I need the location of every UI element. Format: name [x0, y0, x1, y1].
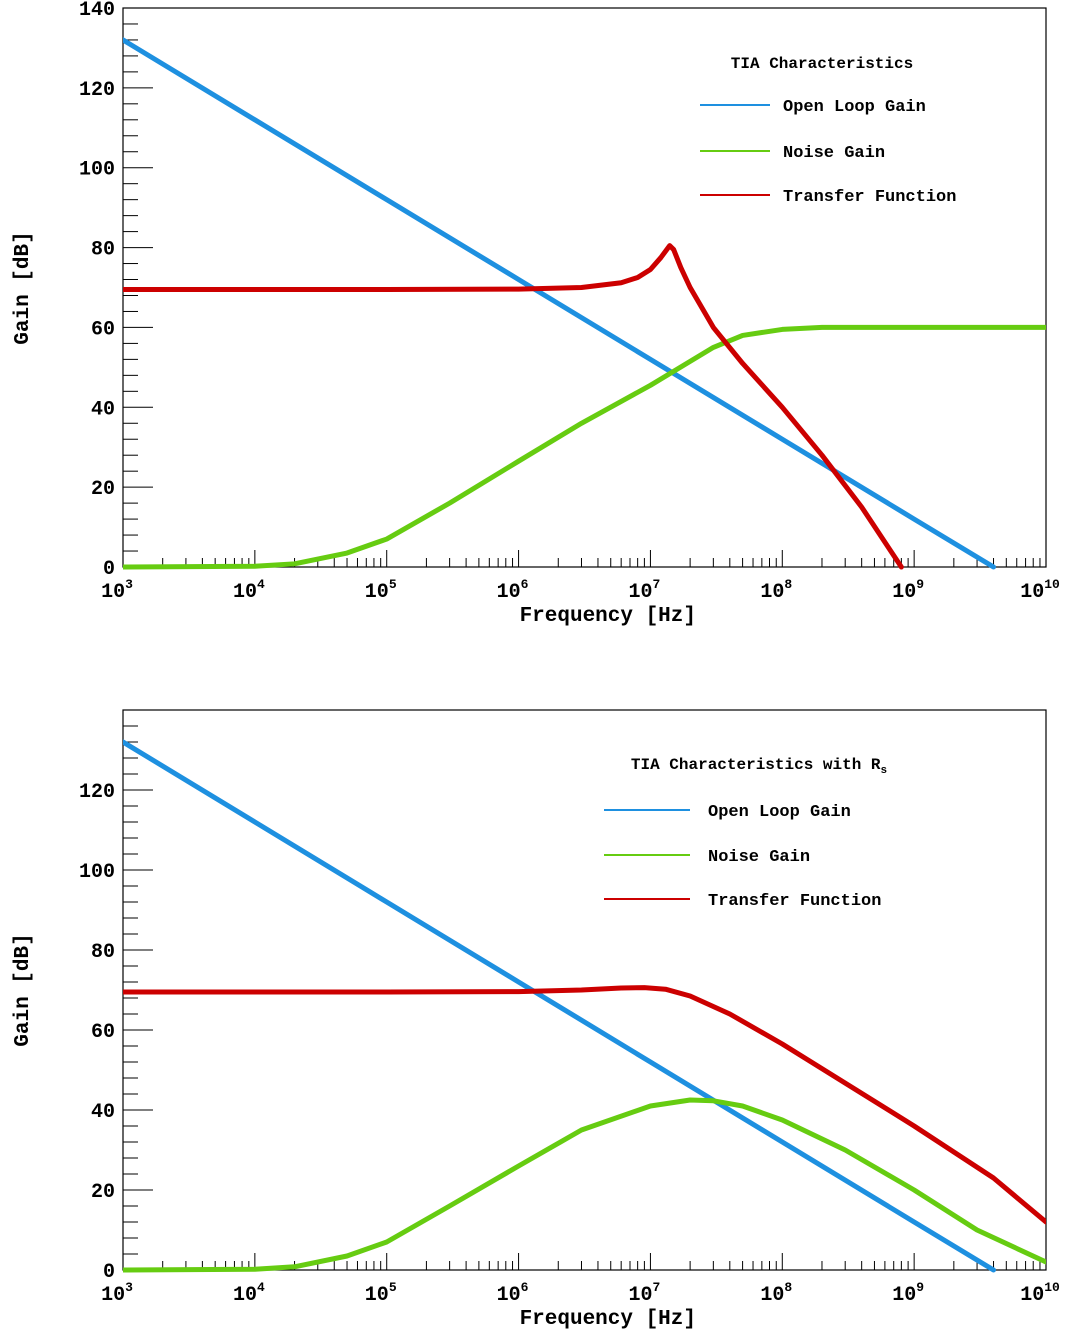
x-tick-label: 103	[101, 1280, 133, 1307]
y-tick-label: 80	[91, 239, 115, 262]
legend-title-text: TIA Characteristics with R	[631, 756, 881, 774]
x-tick-label: 104	[233, 577, 265, 604]
x-tick-exponent: 4	[257, 577, 265, 592]
y-tick-label: 40	[91, 398, 115, 421]
series-line-transfer-function	[123, 985, 1046, 1225]
x-tick-base: 10	[1020, 581, 1044, 604]
x-tick-exponent: 3	[125, 1280, 133, 1295]
x-axis-title: Frequency [Hz]	[520, 605, 696, 628]
y-tick-label: 20	[91, 478, 115, 501]
y-axis-ticks	[123, 7, 153, 568]
y-axis-ticks	[123, 709, 153, 1271]
y-tick-label: 0	[103, 558, 115, 581]
y-tick-label: 120	[79, 781, 115, 804]
x-tick-exponent: 10	[1044, 577, 1060, 592]
x-tick-exponent: 6	[521, 1280, 529, 1295]
series-line-open-loop-gain	[123, 37, 997, 570]
x-tick-label: 105	[365, 577, 397, 604]
legend-entry-label: Open Loop Gain	[708, 803, 851, 822]
x-tick-exponent: 6	[521, 577, 529, 592]
x-tick-label: 107	[629, 577, 661, 604]
x-tick-label: 108	[760, 1280, 792, 1307]
legend-title: TIA Characteristics	[731, 55, 913, 73]
x-tick-exponent: 4	[257, 1280, 265, 1295]
x-tick-label: 105	[365, 1280, 397, 1307]
x-tick-base: 10	[1020, 1284, 1044, 1307]
x-tick-base: 10	[629, 1284, 653, 1307]
x-tick-label: 1010	[1020, 1280, 1060, 1307]
series-line-noise-gain	[123, 324, 1046, 570]
y-axis-title: Gain [dB]	[12, 933, 35, 1046]
x-tick-label: 109	[892, 1280, 924, 1307]
x-tick-exponent: 3	[125, 577, 133, 592]
x-axis-ticks	[122, 1253, 1047, 1270]
x-tick-base: 10	[101, 1284, 125, 1307]
x-tick-label: 104	[233, 1280, 265, 1307]
x-axis-ticks	[122, 550, 1047, 567]
x-tick-exponent: 5	[389, 1280, 397, 1295]
x-tick-exponent: 7	[653, 1280, 661, 1295]
legend-title-subscript: s	[881, 765, 888, 777]
y-tick-label: 120	[79, 79, 115, 102]
legend-entry-label: Transfer Function	[783, 188, 956, 207]
legend-title-text: TIA Characteristics	[731, 55, 913, 73]
x-tick-base: 10	[629, 581, 653, 604]
y-tick-label: 0	[103, 1261, 115, 1284]
legend-entry-label: Noise Gain	[783, 144, 885, 163]
x-tick-base: 10	[497, 581, 521, 604]
y-tick-label: 100	[79, 861, 115, 884]
x-tick-exponent: 8	[784, 1280, 792, 1295]
x-tick-label: 103	[101, 577, 133, 604]
x-tick-base: 10	[233, 1284, 257, 1307]
y-tick-label: 60	[91, 318, 115, 341]
series-line-noise-gain	[123, 1097, 1046, 1273]
x-tick-base: 10	[233, 581, 257, 604]
x-tick-label: 106	[497, 1280, 529, 1307]
x-tick-label: 108	[760, 577, 792, 604]
x-tick-base: 10	[365, 581, 389, 604]
x-tick-base: 10	[760, 1284, 784, 1307]
y-tick-label: 80	[91, 941, 115, 964]
x-tick-label: 107	[629, 1280, 661, 1307]
x-tick-exponent: 9	[916, 577, 924, 592]
legend-entry-label: Transfer Function	[708, 892, 881, 911]
x-tick-exponent: 5	[389, 577, 397, 592]
x-tick-base: 10	[892, 581, 916, 604]
y-tick-label: 140	[79, 0, 115, 22]
legend: TIA Characteristics with Rs Open Loop Gai…	[604, 756, 887, 911]
y-tick-label: 40	[91, 1101, 115, 1124]
series-line-open-loop-gain	[123, 739, 997, 1273]
legend-entry-label: Noise Gain	[708, 848, 810, 867]
y-tick-label: 100	[79, 159, 115, 182]
x-tick-label: 106	[497, 577, 529, 604]
x-tick-base: 10	[101, 581, 125, 604]
y-axis-title: Gain [dB]	[12, 231, 35, 344]
x-tick-exponent: 8	[784, 577, 792, 592]
x-tick-exponent: 10	[1044, 1280, 1060, 1295]
x-tick-base: 10	[760, 581, 784, 604]
x-tick-exponent: 7	[653, 577, 661, 592]
x-axis-title: Frequency [Hz]	[520, 1308, 696, 1331]
x-tick-base: 10	[365, 1284, 389, 1307]
y-tick-label: 20	[91, 1181, 115, 1204]
x-tick-base: 10	[497, 1284, 521, 1307]
x-tick-label: 1010	[1020, 577, 1060, 604]
x-tick-exponent: 9	[916, 1280, 924, 1295]
x-tick-label: 109	[892, 577, 924, 604]
legend: TIA Characteristics Open Loop Gain Noise G…	[700, 55, 956, 207]
x-tick-base: 10	[892, 1284, 916, 1307]
legend-entry-label: Open Loop Gain	[783, 98, 926, 117]
series-line-transfer-function	[123, 243, 904, 570]
y-tick-label: 60	[91, 1021, 115, 1044]
legend-title: TIA Characteristics with Rs	[631, 756, 887, 777]
